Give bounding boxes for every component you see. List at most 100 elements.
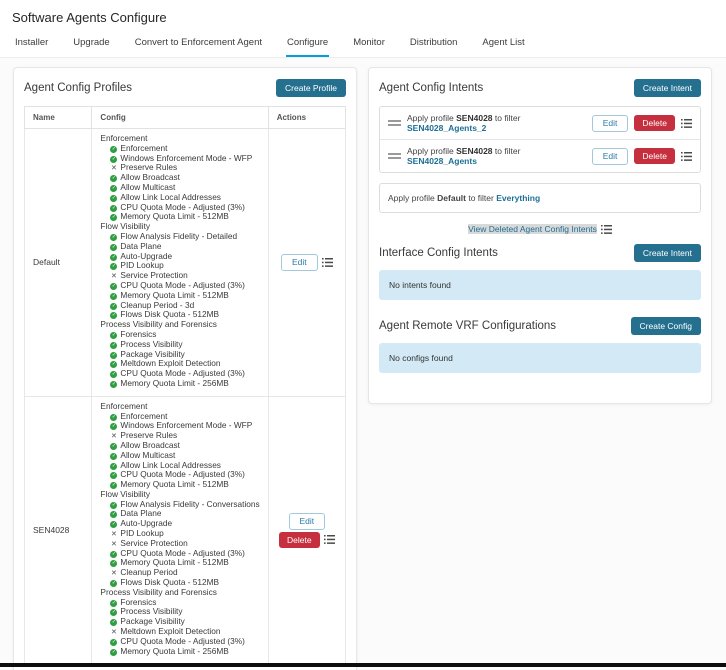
- drag-handle-icon[interactable]: [388, 151, 401, 161]
- tab-distribution[interactable]: Distribution: [409, 37, 458, 48]
- intent-filter-link[interactable]: SEN4028_Agents_2: [407, 123, 487, 133]
- edit-button[interactable]: Edit: [591, 147, 629, 165]
- delete-button[interactable]: Delete: [634, 115, 675, 131]
- check-icon: ✓: [110, 194, 118, 202]
- check-icon: ✓: [110, 155, 118, 163]
- create-config-button[interactable]: Create Config: [630, 316, 701, 335]
- check-icon: ✓: [110, 380, 118, 388]
- check-icon: ✓: [110, 648, 118, 656]
- no-configs-message: No configs found: [379, 343, 701, 373]
- config-section-title: Process Visibility and Forensics: [100, 586, 217, 597]
- check-icon: ✓: [110, 550, 118, 558]
- config-section-title: Enforcement: [100, 400, 148, 411]
- profile-table-row: SEN4028 Enforcement ✓ Enforcement ✓ Windows …: [23, 395, 347, 665]
- config-item: ✓ Allow Broadcast: [110, 172, 180, 183]
- config-item: ✓ CPU Quota Mode - Adjusted (3%): [110, 201, 245, 212]
- config-item: ✓ Package Visibility: [110, 616, 185, 627]
- config-item: ✕ Preserve Rules: [110, 430, 178, 441]
- intent-filter-link[interactable]: Everything: [496, 193, 541, 203]
- profile-actions: Edit Delete: [267, 395, 347, 665]
- intents-list: Apply profile SEN4028 to filter SEN4028_…: [379, 106, 701, 173]
- config-section-title: Enforcement: [100, 133, 148, 143]
- edit-button[interactable]: Edit: [288, 512, 326, 530]
- profile-actions: Edit: [267, 128, 347, 397]
- config-item: ✕ Cleanup Period: [110, 567, 178, 578]
- config-item: ✓ Windows Enforcement Mode - WFP: [110, 152, 253, 163]
- config-item: ✓ Process Visibility: [110, 606, 183, 617]
- config-item: ✓ Memory Quota Limit - 256MB: [110, 377, 229, 388]
- x-icon: ✕: [110, 540, 117, 548]
- agent-config-intents-panel: Agent Config Intents Create Intent Apply…: [368, 67, 712, 404]
- list-menu-icon[interactable]: [681, 118, 692, 128]
- intent-filter-link[interactable]: SEN4028_Agents: [407, 156, 477, 166]
- config-item: ✓ Allow Link Local Addresses: [110, 459, 221, 470]
- tab-agent-list[interactable]: Agent List: [482, 37, 525, 48]
- profile-table-row: Default Enforcement ✓ Enforcement ✓ Windows …: [23, 128, 347, 397]
- check-icon: ✓: [110, 580, 118, 588]
- check-icon: ✓: [110, 331, 118, 339]
- intent-text: Apply profile SEN4028 to filter SEN4028_…: [407, 113, 521, 133]
- column-header-actions: Actions: [267, 106, 347, 129]
- create-intent-button[interactable]: Create Intent: [633, 78, 701, 97]
- view-deleted-intents-link[interactable]: View Deleted Agent Config Intents: [468, 224, 597, 234]
- check-icon: ✓: [110, 351, 118, 359]
- config-item: ✓ Memory Quota Limit - 512MB: [110, 557, 229, 568]
- config-item: ✕ PID Lookup: [110, 528, 164, 539]
- check-icon: ✓: [110, 282, 118, 290]
- column-header-config: Config: [91, 106, 269, 129]
- config-item: ✓ Auto-Upgrade: [110, 250, 173, 261]
- edit-button[interactable]: Edit: [591, 114, 629, 132]
- tab-upgrade[interactable]: Upgrade: [73, 37, 110, 48]
- config-item: ✕ Preserve Rules: [110, 162, 178, 173]
- intent-prefix: Apply profile: [388, 193, 435, 203]
- edit-button[interactable]: Edit: [281, 253, 318, 271]
- list-menu-icon[interactable]: [321, 257, 333, 267]
- check-icon: ✓: [110, 413, 118, 421]
- check-icon: ✓: [110, 371, 118, 379]
- config-item: ✓ Process Visibility: [110, 338, 183, 349]
- config-item: ✓ Auto-Upgrade: [110, 518, 173, 529]
- check-icon: ✓: [110, 609, 118, 617]
- delete-button[interactable]: Delete: [279, 531, 320, 548]
- drag-handle-icon[interactable]: [388, 118, 401, 128]
- check-icon: ✓: [110, 312, 118, 320]
- check-icon: ✓: [110, 263, 118, 271]
- config-item: ✓ Flows Disk Quota - 512MB: [110, 577, 220, 588]
- config-item: ✓ Allow Multicast: [110, 181, 176, 192]
- tab-configure[interactable]: Configure: [286, 32, 330, 57]
- create-profile-button[interactable]: Create Profile: [276, 78, 346, 97]
- create-interface-intent-button[interactable]: Create Intent: [633, 243, 701, 262]
- x-icon: ✕: [110, 570, 117, 578]
- config-item: ✓ Memory Quota Limit - 512MB: [110, 479, 229, 490]
- tab-monitor[interactable]: Monitor: [353, 37, 385, 48]
- check-icon: ✓: [110, 619, 118, 627]
- list-menu-icon[interactable]: [681, 151, 692, 161]
- list-menu-icon[interactable]: [323, 535, 335, 544]
- intent-profile: Default: [437, 193, 466, 203]
- config-section-title: Flow Visibility: [100, 221, 151, 232]
- check-icon: ✓: [110, 361, 118, 369]
- x-icon: ✕: [110, 629, 117, 637]
- config-item: ✓ Enforcement: [110, 410, 168, 421]
- list-menu-icon[interactable]: [600, 224, 612, 234]
- tab-convert-to-enforcement-agent[interactable]: Convert to Enforcement Agent: [134, 37, 262, 48]
- config-item: ✓ Enforcement: [110, 142, 168, 153]
- profile-config: Enforcement ✓ Enforcement ✓ Windows Enforcem…: [91, 395, 269, 665]
- check-icon: ✓: [110, 214, 118, 222]
- config-item: ✓ Flows Disk Quota - 512MB: [110, 309, 220, 320]
- check-icon: ✓: [110, 253, 118, 261]
- check-icon: ✓: [110, 243, 118, 251]
- intent-profile: SEN4028: [456, 113, 493, 123]
- check-icon: ✓: [110, 302, 118, 310]
- tab-installer[interactable]: Installer: [15, 37, 49, 48]
- default-intent-row: Apply profile Default to filter Everythi…: [379, 183, 701, 213]
- profiles-table-body: Default Enforcement ✓ Enforcement ✓ Windows …: [23, 128, 347, 665]
- config-item: ✓ Data Plane: [110, 508, 162, 519]
- check-icon: ✓: [110, 482, 118, 490]
- check-icon: ✓: [110, 638, 118, 646]
- config-item: ✕ Service Protection: [110, 537, 188, 548]
- no-intents-message: No intents found: [379, 270, 701, 300]
- intent-text: Apply profile SEN4028 to filter SEN4028_…: [407, 146, 521, 166]
- delete-button[interactable]: Delete: [634, 148, 675, 164]
